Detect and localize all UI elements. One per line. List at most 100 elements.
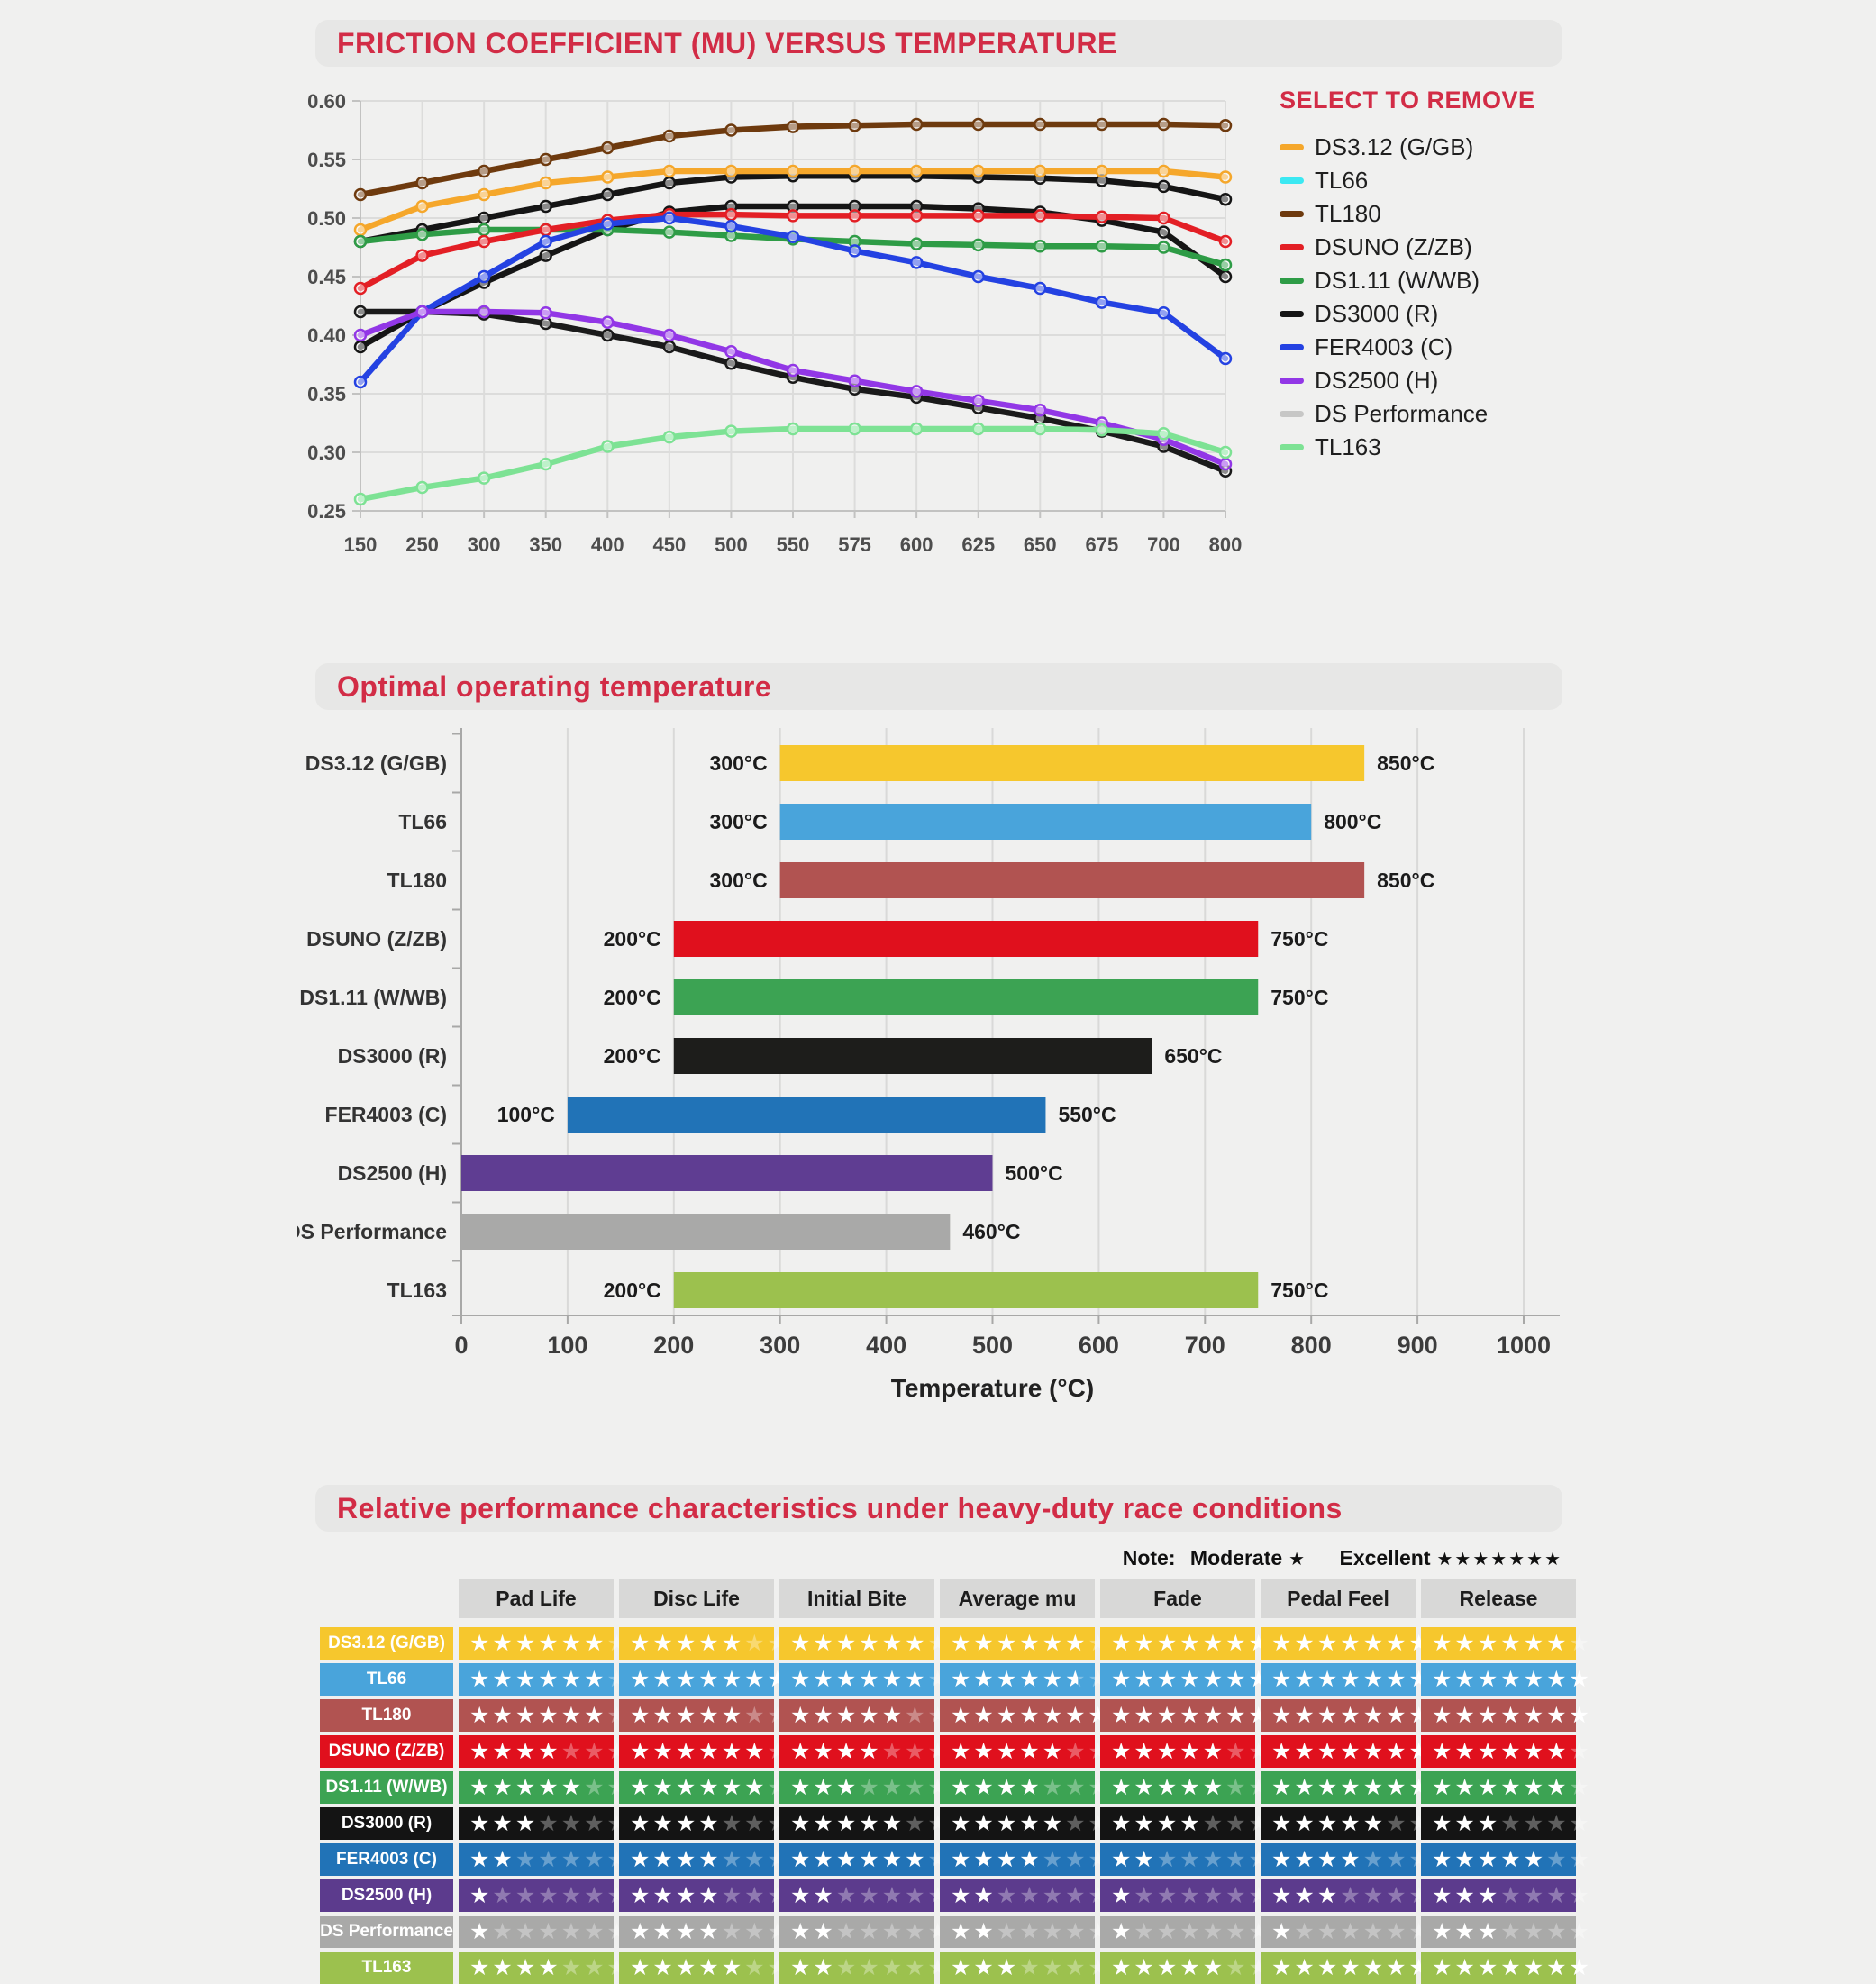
legend-item-tl66[interactable]: TL66 <box>1280 164 1577 197</box>
star-icon: ★ <box>905 1739 928 1764</box>
data-point <box>662 129 677 143</box>
star-icon: ★ <box>1271 1775 1295 1800</box>
star-icon: ★ <box>1477 1919 1501 1944</box>
x-tick-label: 400 <box>866 1332 906 1359</box>
star-icon: ★ <box>1294 1775 1317 1800</box>
data-point <box>662 164 677 178</box>
star-icon: ★ <box>469 1775 493 1800</box>
star-icon: ★ <box>560 1955 585 1980</box>
star-icon: ★ <box>1454 1955 1478 1980</box>
row-label-dsuno-z-zb: DSUNO (Z/ZB) <box>320 1735 453 1768</box>
star-icon: ★ <box>1042 1811 1066 1836</box>
y-tick-label: 0.30 <box>307 441 346 464</box>
rating-ds3000-r-pad-life: ★★★★★★★ <box>459 1807 627 1840</box>
star-icon: ★ <box>1179 1775 1203 1800</box>
star-icon: ★ <box>1065 1883 1088 1908</box>
rating-tl180-disc-life: ★★★★★★★ <box>619 1699 788 1732</box>
legend-item-ds3-12-g-gb[interactable]: DS3.12 (G/GB) <box>1280 131 1577 164</box>
star-icon: ★ <box>1019 1667 1043 1692</box>
x-tick-label: 250 <box>405 533 439 556</box>
data-point <box>539 199 552 214</box>
rating-tl66-pad-life: ★★★★★★★ <box>459 1663 627 1696</box>
star-icon: ★ <box>698 1883 722 1908</box>
y-tick-label: 0.50 <box>307 207 346 230</box>
legend-label: FER4003 (C) <box>1315 333 1453 360</box>
star-icon: ★ <box>813 1667 836 1692</box>
star-icon: ★ <box>1340 1703 1363 1728</box>
star-icon: ★ <box>1523 1883 1547 1908</box>
data-point <box>909 237 924 250</box>
star-icon: ★ <box>1179 1919 1203 1944</box>
star-icon: ★ <box>584 1631 607 1656</box>
rating-tl163-release: ★★★★★★★ <box>1421 1952 1589 1984</box>
star-icon: ★ <box>1386 1883 1409 1908</box>
star-icon: ★ <box>1523 1703 1547 1728</box>
column-header-disc-life: Disc Life <box>619 1579 774 1618</box>
legend-item-fer4003-c[interactable]: FER4003 (C) <box>1280 331 1577 364</box>
legend-item-ds1-11-w-wb[interactable]: DS1.11 (W/WB) <box>1280 264 1577 297</box>
rating-ds2500-h-disc-life: ★★★★★★★ <box>619 1879 788 1912</box>
star-icon: ★ <box>1316 1811 1341 1836</box>
star-icon: ★ <box>584 1775 607 1800</box>
rating-fer4003-c-pad-life: ★★★★★★★ <box>459 1843 627 1876</box>
legend-item-tl180[interactable]: TL180 <box>1280 197 1577 231</box>
star-icon: ★ <box>813 1739 836 1764</box>
star-icon: ★ <box>951 1955 974 1980</box>
star-icon: ★ <box>881 1703 906 1728</box>
star-icon: ★ <box>515 1631 539 1656</box>
legend-item-dsuno-z-zb[interactable]: DSUNO (Z/ZB) <box>1280 231 1577 264</box>
star-icon: ★ <box>652 1631 676 1656</box>
bar-category-label: FER4003 (C) <box>325 1103 447 1126</box>
bar-x-axis-title: Temperature (°C) <box>891 1374 1094 1402</box>
legend-item-ds3000-r[interactable]: DS3000 (R) <box>1280 297 1577 331</box>
legend-item-ds-performance[interactable]: DS Performance <box>1280 397 1577 431</box>
star-icon: ★ <box>1340 1739 1363 1764</box>
star-icon: ★ <box>1500 1847 1524 1872</box>
bar-to-label: 650°C <box>1164 1044 1222 1068</box>
star-icon: ★ <box>744 1703 768 1728</box>
star-icon: ★ <box>744 1811 768 1836</box>
data-point <box>1034 403 1047 417</box>
legend-item-tl163[interactable]: TL163 <box>1280 431 1577 464</box>
star-icon: ★ <box>1294 1847 1317 1872</box>
star-icon: ★ <box>973 1703 997 1728</box>
legend-swatch <box>1280 344 1304 350</box>
rating-tl163-average-mu: ★★★★★★★ <box>940 1952 1108 1984</box>
star-icon: ★ <box>859 1667 882 1692</box>
star-icon: ★ <box>1179 1847 1203 1872</box>
star-icon: ★ <box>1202 1739 1226 1764</box>
data-point <box>971 209 985 223</box>
legend-swatch <box>1280 177 1304 184</box>
performance-section-header: Relative performance characteristics und… <box>315 1485 1562 1532</box>
rating-ds3-12-g-gb-average-mu: ★★★★★★★ <box>940 1627 1108 1660</box>
rating-fer4003-c-disc-life: ★★★★★★★ <box>619 1843 788 1876</box>
star-icon: ★ <box>1362 1631 1387 1656</box>
star-icon: ★ <box>973 1667 997 1692</box>
star-icon: ★ <box>951 1919 974 1944</box>
star-icon: ★ <box>538 1919 561 1944</box>
data-point <box>539 306 552 320</box>
temperature-bar-chart: 0 100 200 300 400 500 600 700 800 900 1000 DS3.12 (… <box>297 728 1560 1402</box>
data-point <box>1157 426 1170 441</box>
column-header-average-mu: Average mu <box>940 1579 1095 1618</box>
star-icon: ★ <box>859 1847 882 1872</box>
star-icon: ★ <box>1156 1739 1180 1764</box>
star-icon: ★ <box>905 1955 928 1980</box>
star-icon: ★ <box>881 1847 906 1872</box>
y-tick-label: 0.40 <box>307 324 346 347</box>
bar-to-label: 850°C <box>1377 751 1434 775</box>
rating-tl163-initial-bite: ★★★★★★★ <box>779 1952 948 1984</box>
star-icon: ★ <box>1294 1919 1317 1944</box>
star-icon: ★ <box>675 1739 699 1764</box>
star-icon: ★ <box>1569 1955 1592 1980</box>
star-icon: ★ <box>721 1811 745 1836</box>
star-icon: ★ <box>584 1883 607 1908</box>
rating-ds2500-h-average-mu: ★★★★★★★ <box>940 1879 1108 1912</box>
star-icon: ★ <box>1156 1631 1180 1656</box>
star-icon: ★ <box>1294 1955 1317 1980</box>
data-point <box>786 209 800 223</box>
data-point <box>971 394 985 408</box>
temp-bar-dsuno-z-zb <box>673 921 1259 957</box>
rating-dsuno-z-zb-average-mu: ★★★★★★★ <box>940 1735 1108 1768</box>
legend-item-ds2500-h[interactable]: DS2500 (H) <box>1280 364 1577 397</box>
